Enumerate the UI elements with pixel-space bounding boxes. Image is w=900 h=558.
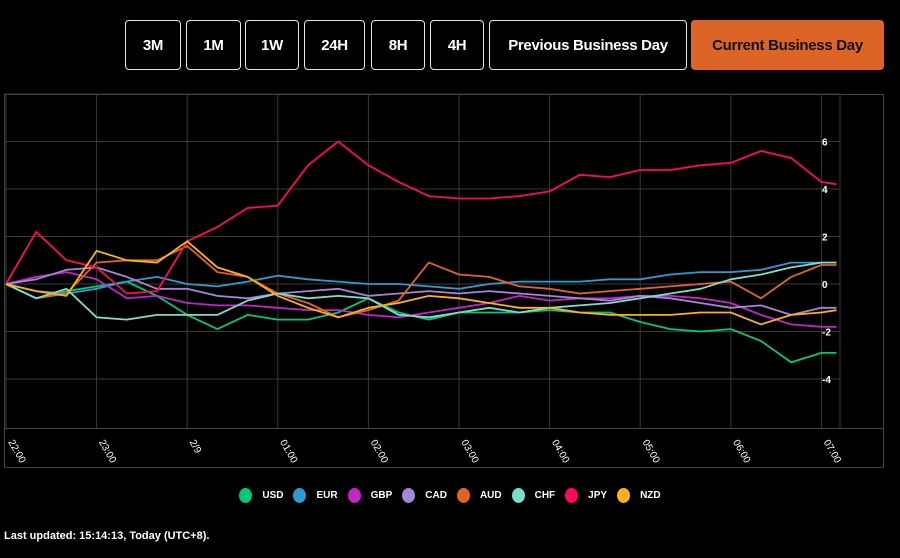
legend-label: AUD	[479, 490, 502, 501]
range-button-1w[interactable]: 1W	[245, 20, 299, 70]
last-updated-text: Last updated: 15:14:13, Today (UTC+8).	[4, 530, 210, 542]
series-line-nzd	[5, 240, 837, 326]
legend-swatch	[511, 488, 525, 503]
range-button-3m[interactable]: 3M	[125, 20, 181, 70]
legend-item-gbp[interactable]: GBP	[347, 488, 393, 503]
legend-swatch	[347, 488, 361, 503]
x-tick-label: 2/9	[187, 438, 204, 456]
legend-swatch	[617, 488, 631, 503]
legend-swatch	[456, 488, 470, 503]
range-button-previous-business-day[interactable]: Previous Business Day	[489, 20, 687, 70]
legend-swatch	[293, 488, 307, 503]
y-tick-label: 0	[822, 280, 828, 291]
x-tick-label: 22:00	[5, 438, 27, 466]
range-button-8h[interactable]: 8H	[371, 20, 425, 70]
legend-item-usd[interactable]: USD	[239, 488, 283, 503]
legend-label: EUR	[316, 490, 338, 501]
legend-label: GBP	[370, 490, 393, 501]
legend-item-jpy[interactable]: JPY	[565, 488, 607, 503]
range-button-1m[interactable]: 1M	[186, 20, 241, 70]
x-tick-label: 05:00	[640, 438, 662, 466]
legend-label: NZD	[640, 490, 661, 501]
series-line-eur	[5, 261, 837, 295]
legend-label: CAD	[425, 490, 447, 501]
x-tick-label: 04:00	[549, 438, 571, 466]
legend-swatch	[565, 488, 579, 503]
legend-label: JPY	[588, 490, 608, 501]
legend-item-nzd[interactable]: NZD	[617, 488, 661, 503]
x-tick-label: 02:00	[368, 438, 390, 466]
x-tick-label: 06:00	[730, 438, 752, 466]
range-button-current-business-day[interactable]: Current Business Day	[691, 20, 884, 70]
legend-item-cad[interactable]: CAD	[402, 488, 447, 503]
series-line-chf	[5, 261, 837, 321]
legend-item-chf[interactable]: CHF	[511, 488, 556, 503]
legend-item-eur[interactable]: EUR	[293, 488, 338, 503]
y-tick-label: -4	[822, 375, 831, 386]
y-tick-label: 6	[822, 138, 828, 149]
legend-swatch	[402, 488, 416, 503]
legend-label: CHF	[534, 490, 556, 501]
x-tick-label: 03:00	[458, 438, 480, 466]
chart-legend: USD EUR GBP CAD AUD CHF JPY NZD	[0, 488, 900, 503]
y-tick-label: 4	[822, 185, 828, 196]
x-tick-label: 01:00	[277, 438, 299, 466]
y-tick-label: 2	[822, 233, 828, 244]
series-line-cad	[5, 266, 837, 316]
x-tick-label: 23:00	[96, 438, 118, 466]
legend-swatch	[239, 488, 253, 503]
series-line-jpy	[5, 140, 837, 295]
y-tick-label: -2	[822, 328, 831, 339]
series-line-aud	[5, 245, 837, 319]
range-button-4h[interactable]: 4H	[430, 20, 484, 70]
series-line-gbp	[5, 271, 837, 328]
legend-label: USD	[262, 490, 284, 501]
range-button-24h[interactable]: 24H	[304, 20, 365, 70]
x-tick-label: 07:00	[821, 438, 843, 466]
legend-item-aud[interactable]: AUD	[456, 488, 502, 503]
